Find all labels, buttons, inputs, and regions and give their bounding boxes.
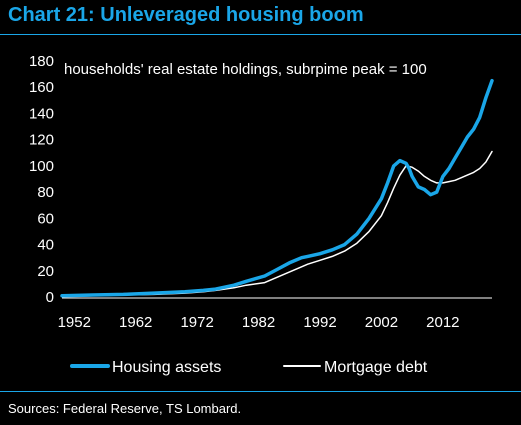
y-tick-label: 120 <box>29 132 54 149</box>
legend-label: Mortgage debt <box>324 359 428 376</box>
chart: 0 20 40 60 80 100 120 140 160 180 1952 1962 1972 198… <box>29 53 494 376</box>
y-tick-label: 180 <box>29 53 54 70</box>
x-tick-label: 1992 <box>303 314 336 331</box>
title-rule <box>0 34 521 35</box>
x-tick-label: 2012 <box>426 314 459 331</box>
y-axis-tick-labels: 0 20 40 60 80 100 120 140 160 180 <box>29 53 54 306</box>
source-note: Sources: Federal Reserve, TS Lombard. <box>8 401 242 416</box>
y-tick-label: 60 <box>37 210 54 227</box>
y-tick-label: 20 <box>37 263 54 280</box>
y-tick-label: 160 <box>29 79 54 96</box>
y-tick-label: 80 <box>37 184 54 201</box>
y-tick-label: 100 <box>29 158 54 175</box>
series-layer <box>60 78 494 298</box>
x-tick-label: 1982 <box>242 314 275 331</box>
housing-assets-line <box>60 78 494 298</box>
y-tick-label: 40 <box>37 237 54 254</box>
chart-annotation: households' real estate holdings, subrpi… <box>64 61 427 78</box>
x-tick-label: 1972 <box>180 314 213 331</box>
legend-label: Housing assets <box>112 359 221 376</box>
x-tick-label: 1962 <box>119 314 152 331</box>
y-tick-label: 0 <box>46 289 54 306</box>
x-axis-tick-labels: 1952 1962 1972 1982 1992 2002 2012 <box>58 314 460 331</box>
legend: Housing assets Mortgage debt <box>70 359 428 376</box>
x-tick-label: 2002 <box>365 314 398 331</box>
mortgage-debt-line <box>61 150 493 298</box>
y-tick-label: 140 <box>29 105 54 122</box>
x-tick-label: 1952 <box>58 314 91 331</box>
footer-rule <box>0 391 521 392</box>
chart-title: Chart 21: Unleveraged housing boom <box>8 4 364 26</box>
